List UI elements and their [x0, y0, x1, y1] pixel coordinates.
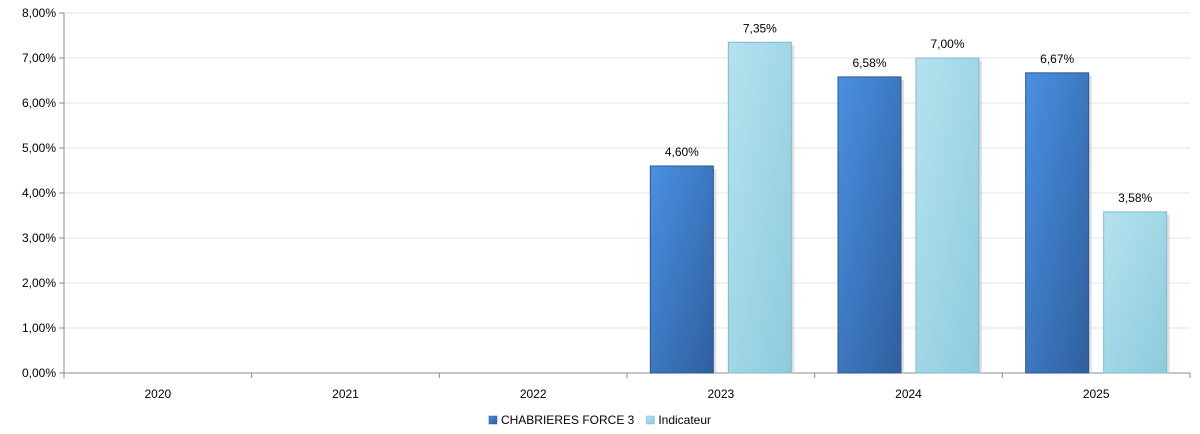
x-tick-label: 2024 [895, 387, 922, 401]
y-tick-label: 6,00% [22, 96, 56, 110]
bar-chabrieres-force-3 [837, 76, 902, 374]
legend: CHABRIERES FORCE 3 Indicateur [488, 413, 711, 427]
legend-label: CHABRIERES FORCE 3 [501, 413, 635, 427]
gridlines [64, 12, 1190, 329]
bar-indicateur [727, 41, 792, 374]
legend-label: Indicateur [658, 413, 711, 427]
y-tick-label: 2,00% [22, 276, 56, 290]
bar-indicateur [915, 57, 980, 374]
data-label: 6,58% [852, 56, 886, 70]
legend-swatch [646, 415, 655, 425]
data-label: 7,35% [743, 21, 777, 35]
x-tick-label: 2025 [1083, 387, 1110, 401]
x-tick-label: 2020 [144, 387, 171, 401]
y-tick-label: 1,00% [22, 321, 56, 335]
data-label: 4,60% [665, 145, 699, 159]
bars [649, 41, 1170, 374]
labels: 4,60% 6,58% 6,67% 7,35% 7,00% 3,58% [665, 21, 1153, 205]
y-tick-label: 4,00% [22, 186, 56, 200]
y-tick-label: 8,00% [22, 6, 56, 20]
bar-chabrieres-force-3 [1025, 72, 1090, 374]
data-label: 6,67% [1040, 52, 1074, 66]
x-tick-label: 2023 [707, 387, 734, 401]
data-label: 7,00% [930, 37, 964, 51]
x-tick-label: 2021 [332, 387, 359, 401]
y-tick-label: 3,00% [22, 231, 56, 245]
data-label: 3,58% [1118, 191, 1152, 205]
bar-indicateur [1103, 211, 1168, 374]
x-tick-label: 2022 [520, 387, 547, 401]
axes: 0,00% 1,00% 2,00% 3,00% 4,00% 5,00% 6,00% 7,00%… [22, 6, 1191, 401]
y-tick-label: 5,00% [22, 141, 56, 155]
bar-chabrieres-force-3 [649, 165, 714, 374]
y-tick-label: 0,00% [22, 366, 56, 380]
legend-swatch [488, 415, 498, 425]
y-tick-label: 7,00% [22, 51, 56, 65]
